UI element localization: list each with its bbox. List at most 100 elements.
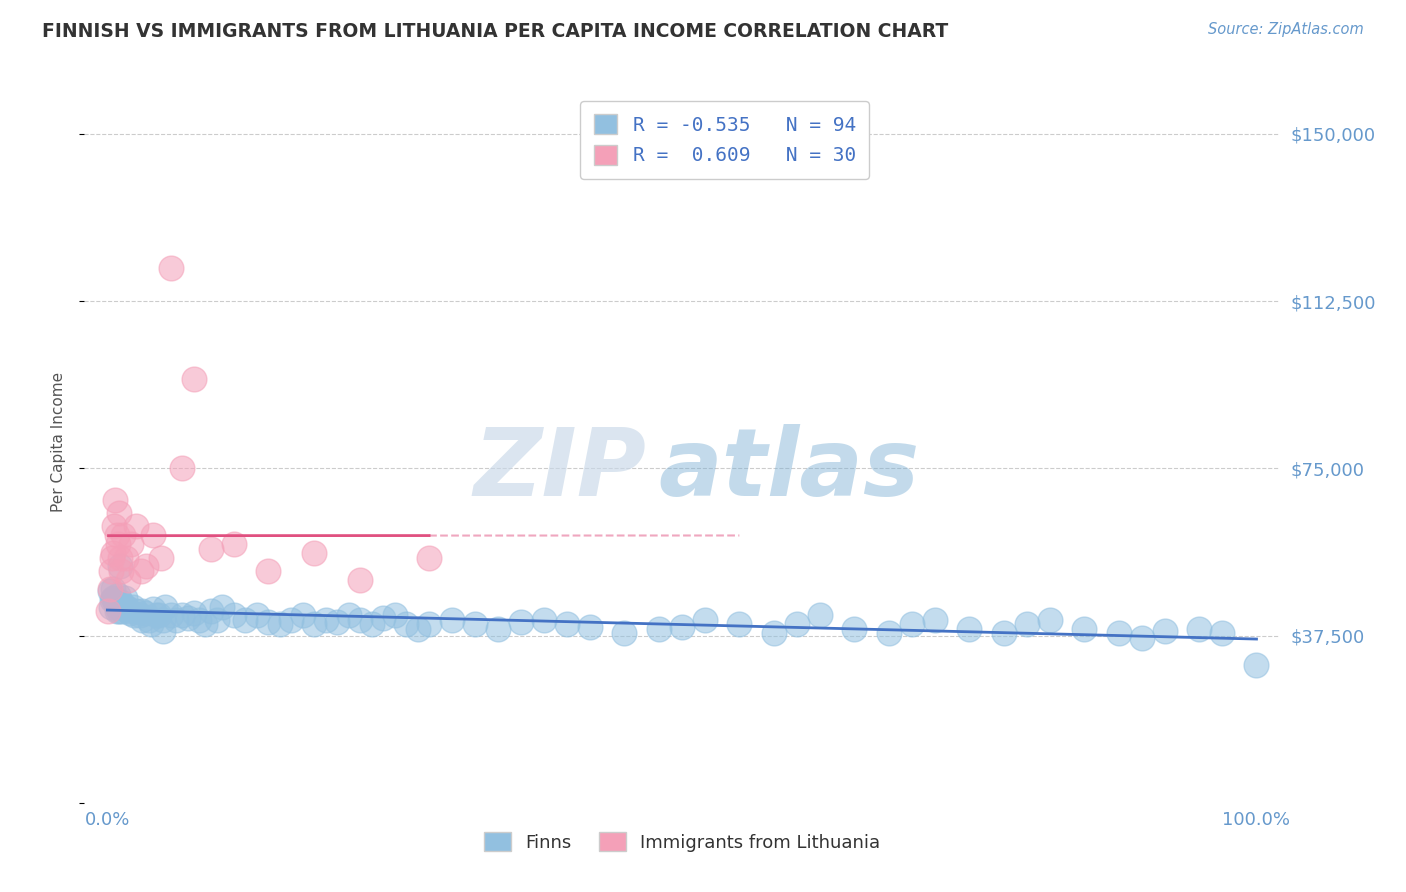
Point xyxy=(142,602,165,616)
Point xyxy=(349,613,371,627)
Point xyxy=(177,611,200,625)
Point xyxy=(349,573,371,587)
Point xyxy=(145,608,167,623)
Point xyxy=(183,372,205,386)
Text: atlas: atlas xyxy=(658,425,920,516)
Point xyxy=(153,599,176,614)
Point xyxy=(441,613,464,627)
Point xyxy=(159,608,181,623)
Point xyxy=(142,528,165,542)
Point xyxy=(170,461,193,475)
Point xyxy=(112,599,135,614)
Point xyxy=(1246,657,1268,672)
Point xyxy=(1153,624,1175,639)
Point xyxy=(104,595,127,609)
Point xyxy=(138,613,160,627)
Point xyxy=(315,613,337,627)
Point xyxy=(211,599,233,614)
Point xyxy=(134,607,156,621)
Point xyxy=(280,613,302,627)
Point xyxy=(111,604,134,618)
Point xyxy=(183,607,205,621)
Text: ZIP: ZIP xyxy=(474,425,647,516)
Point xyxy=(101,582,124,596)
Point xyxy=(786,617,808,632)
Point xyxy=(222,608,245,623)
Point xyxy=(1108,626,1130,640)
Point xyxy=(257,615,280,630)
Point xyxy=(1039,613,1062,627)
Point xyxy=(110,564,132,578)
Point xyxy=(877,626,900,640)
Point xyxy=(121,537,143,551)
Point xyxy=(101,592,124,607)
Point xyxy=(326,615,349,630)
Point xyxy=(762,626,785,640)
Point xyxy=(613,626,636,640)
Point xyxy=(384,608,406,623)
Point xyxy=(510,615,533,630)
Point xyxy=(257,564,280,578)
Point xyxy=(98,582,121,596)
Point xyxy=(993,626,1015,640)
Point xyxy=(533,613,555,627)
Point xyxy=(406,622,429,636)
Point xyxy=(107,537,129,551)
Point xyxy=(152,624,174,639)
Point xyxy=(108,604,131,618)
Point xyxy=(200,604,222,618)
Point xyxy=(302,546,325,560)
Point xyxy=(152,613,174,627)
Point xyxy=(579,619,602,633)
Point xyxy=(808,608,831,623)
Point xyxy=(117,573,139,587)
Point xyxy=(924,613,946,627)
Point xyxy=(693,613,716,627)
Point xyxy=(135,559,157,574)
Point xyxy=(128,608,150,623)
Point xyxy=(671,619,693,633)
Point xyxy=(291,608,314,623)
Point xyxy=(97,604,120,618)
Point xyxy=(246,608,269,623)
Point xyxy=(104,492,127,507)
Point xyxy=(125,604,148,618)
Y-axis label: Per Capita Income: Per Capita Income xyxy=(51,371,66,512)
Point xyxy=(464,617,486,632)
Point xyxy=(148,608,170,623)
Point xyxy=(205,613,228,627)
Point xyxy=(121,599,143,614)
Point xyxy=(170,608,193,623)
Point xyxy=(139,617,162,632)
Point xyxy=(200,541,222,556)
Point xyxy=(100,564,122,578)
Point xyxy=(105,599,128,614)
Point xyxy=(418,550,440,565)
Point xyxy=(112,528,135,542)
Point xyxy=(1130,631,1153,645)
Point xyxy=(122,608,145,623)
Point xyxy=(101,546,124,560)
Point xyxy=(337,608,360,623)
Point xyxy=(188,613,211,627)
Point xyxy=(114,550,136,565)
Point xyxy=(1211,626,1233,640)
Point xyxy=(957,622,980,636)
Point xyxy=(108,559,131,574)
Point xyxy=(117,604,139,618)
Point xyxy=(110,598,132,612)
Point xyxy=(728,617,751,632)
Point xyxy=(555,617,578,632)
Point xyxy=(233,613,256,627)
Point xyxy=(108,506,131,520)
Point xyxy=(110,595,132,609)
Point xyxy=(103,519,125,533)
Point xyxy=(103,591,125,605)
Point xyxy=(165,613,187,627)
Point xyxy=(107,589,129,603)
Point xyxy=(131,604,153,618)
Text: Source: ZipAtlas.com: Source: ZipAtlas.com xyxy=(1208,22,1364,37)
Point xyxy=(159,260,181,275)
Point xyxy=(900,617,922,632)
Point xyxy=(125,519,148,533)
